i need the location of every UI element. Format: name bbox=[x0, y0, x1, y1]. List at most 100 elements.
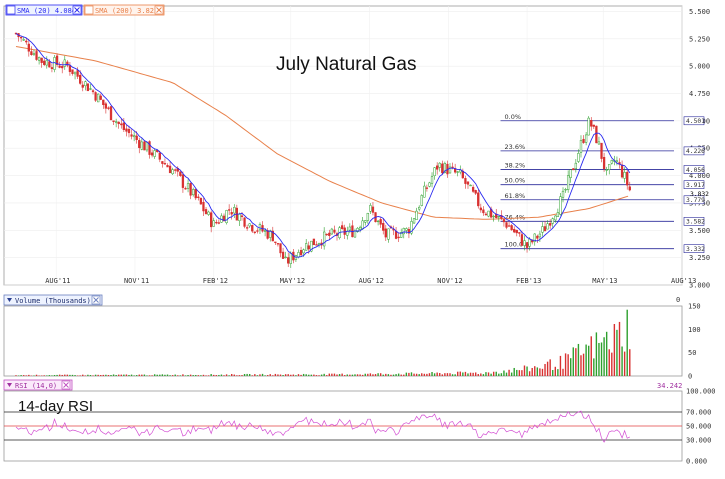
volume-bar bbox=[220, 374, 223, 376]
candle-body bbox=[32, 53, 36, 55]
volume-bar bbox=[56, 374, 58, 376]
candle-body bbox=[117, 121, 120, 125]
legend-sma200[interactable]: SMA (200) 3.822 bbox=[83, 4, 165, 16]
candle-body bbox=[407, 229, 411, 234]
price-tick-label: 5.250 bbox=[689, 35, 710, 43]
volume-bar bbox=[505, 372, 508, 376]
volume-bar bbox=[413, 373, 415, 376]
volume-bar bbox=[546, 361, 549, 376]
fib-level-label: 23.6% bbox=[505, 143, 526, 151]
volume-bar bbox=[61, 374, 63, 376]
candle-body bbox=[305, 243, 308, 251]
candle-body bbox=[99, 95, 102, 100]
candle-body bbox=[502, 219, 506, 223]
chevron-down-icon[interactable] bbox=[7, 298, 12, 302]
volume-bar bbox=[43, 375, 45, 376]
candle-body bbox=[25, 40, 28, 43]
volume-bar bbox=[603, 337, 605, 376]
volume-bar bbox=[577, 343, 580, 376]
volume-bar bbox=[246, 373, 248, 376]
candle-body bbox=[97, 93, 100, 103]
volume-bar bbox=[485, 372, 487, 376]
volume-bar bbox=[503, 370, 505, 376]
legend-sma20[interactable]: SMA (20) 4.084 bbox=[5, 4, 83, 16]
candle-body bbox=[623, 172, 626, 179]
candle-body bbox=[456, 171, 459, 173]
volume-bar bbox=[397, 373, 400, 376]
last-price-label: 3.832 bbox=[690, 191, 709, 198]
volume-tick-label: 0 bbox=[688, 373, 692, 381]
rsi-panel-header[interactable]: RSI (14,0) bbox=[3, 379, 73, 391]
volume-bar bbox=[87, 374, 89, 376]
volume-bar bbox=[110, 375, 112, 376]
candle-body bbox=[459, 169, 462, 173]
candle-body bbox=[448, 166, 452, 174]
candle-body bbox=[45, 60, 48, 66]
candle-body bbox=[312, 238, 316, 246]
fib-level-label: 100.0% bbox=[505, 241, 530, 249]
main-annotation: July Natural Gas bbox=[276, 54, 416, 75]
volume-corner-value: 0 bbox=[676, 296, 680, 304]
volume-bar bbox=[123, 374, 125, 376]
fib-value-tag bbox=[683, 244, 705, 253]
candle-body bbox=[227, 209, 231, 211]
volume-panel-header[interactable]: Volume (Thousands) bbox=[3, 294, 103, 306]
candle-body bbox=[492, 215, 495, 218]
candle-body bbox=[266, 230, 269, 239]
candle-body bbox=[199, 197, 203, 205]
candle-body bbox=[628, 186, 631, 191]
candle-body bbox=[566, 175, 570, 190]
chevron-down-icon[interactable] bbox=[7, 383, 12, 387]
candle-body bbox=[412, 218, 416, 224]
fib-level-label: 50.0% bbox=[505, 177, 526, 185]
volume-bar bbox=[616, 329, 618, 376]
candle-body bbox=[487, 210, 490, 217]
volume-bar bbox=[431, 372, 433, 376]
candle-body bbox=[104, 103, 108, 109]
volume-bar bbox=[130, 374, 133, 376]
volume-bar bbox=[205, 375, 207, 376]
candle-body bbox=[420, 195, 423, 206]
volume-bar bbox=[328, 373, 331, 376]
volume-bar bbox=[231, 373, 233, 376]
candle-body bbox=[197, 196, 200, 198]
volume-bar bbox=[500, 373, 503, 376]
volume-bar bbox=[495, 371, 497, 376]
candle-body bbox=[168, 165, 172, 174]
volume-bar bbox=[251, 375, 253, 376]
candle-body bbox=[428, 182, 431, 187]
volume-bar bbox=[179, 375, 182, 376]
volume-bar bbox=[305, 374, 307, 376]
candle-body bbox=[189, 183, 192, 196]
volume-bar bbox=[51, 375, 53, 376]
volume-bar bbox=[626, 309, 628, 376]
volume-bar bbox=[364, 373, 366, 376]
candle-body bbox=[369, 205, 372, 212]
volume-bar bbox=[587, 345, 590, 376]
candle-body bbox=[533, 233, 536, 242]
volume-bar bbox=[392, 374, 395, 376]
volume-bar bbox=[613, 324, 616, 376]
candle-body bbox=[415, 210, 418, 220]
volume-bar bbox=[361, 374, 364, 376]
sma200-edit-icon[interactable] bbox=[84, 5, 94, 15]
price-tick-label: 5.000 bbox=[689, 63, 710, 71]
volume-bar bbox=[233, 374, 235, 376]
candle-body bbox=[379, 219, 382, 225]
candle-body bbox=[528, 238, 531, 247]
sma20-edit-icon[interactable] bbox=[6, 5, 16, 15]
volume-bar bbox=[94, 374, 97, 376]
candle-body bbox=[58, 65, 61, 68]
fib-value-label: 3.917 bbox=[686, 182, 705, 189]
volume-bar bbox=[595, 332, 598, 376]
volume-bar bbox=[585, 344, 587, 376]
candle-body bbox=[125, 128, 128, 132]
candle-body bbox=[626, 171, 629, 186]
volume-bar bbox=[184, 375, 187, 376]
volume-bar bbox=[210, 374, 212, 376]
volume-bar bbox=[189, 374, 192, 376]
candle-body bbox=[328, 232, 331, 236]
volume-bar bbox=[331, 373, 333, 376]
volume-bar bbox=[40, 375, 43, 376]
